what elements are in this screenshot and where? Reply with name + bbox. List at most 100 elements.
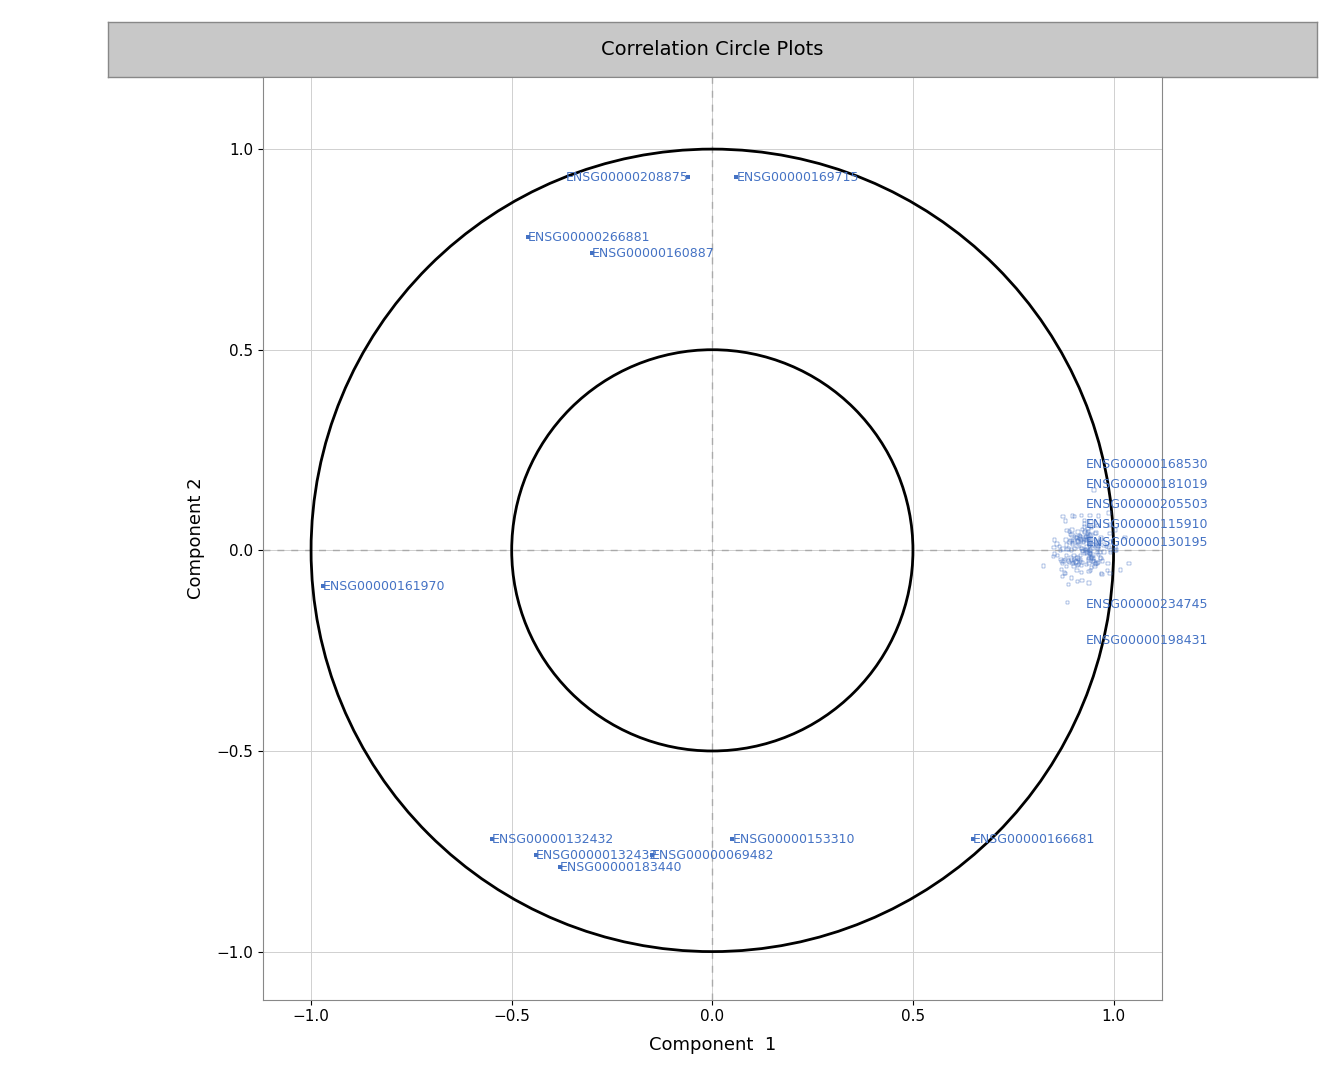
Point	[1052, 555, 1074, 572]
Point	[1091, 567, 1113, 584]
Point	[1056, 521, 1078, 539]
Text: ENSG00000169715: ENSG00000169715	[737, 171, 859, 184]
Text: ENSG00000130195: ENSG00000130195	[1086, 535, 1208, 549]
Point	[1070, 528, 1091, 545]
Point	[1089, 534, 1110, 551]
Point	[1087, 533, 1109, 550]
Point	[1105, 542, 1126, 559]
Point	[526, 847, 547, 864]
Point	[1052, 568, 1074, 585]
Point	[1055, 513, 1077, 530]
Point	[1051, 551, 1073, 569]
Point	[1077, 525, 1098, 542]
Point	[1098, 504, 1120, 521]
Point	[1058, 553, 1079, 570]
Point	[1098, 539, 1120, 556]
Point	[1067, 549, 1089, 567]
Text: ENSG00000161970: ENSG00000161970	[323, 579, 446, 593]
Point	[1043, 548, 1064, 565]
Point	[1064, 507, 1086, 525]
Point	[1079, 533, 1101, 550]
Text: ENSG00000153310: ENSG00000153310	[732, 833, 855, 846]
Point	[1062, 532, 1083, 549]
Point	[1052, 508, 1074, 526]
Point	[1055, 558, 1077, 575]
Point	[1085, 555, 1106, 572]
Point	[1068, 550, 1090, 568]
Point	[1087, 507, 1109, 525]
Point	[1054, 564, 1075, 582]
Point	[1059, 554, 1081, 571]
Point	[1074, 525, 1095, 542]
Text: ENSG00000160887: ENSG00000160887	[591, 247, 715, 260]
Point	[1074, 518, 1095, 535]
Point	[1051, 561, 1073, 578]
Point	[481, 831, 503, 848]
Point	[550, 859, 571, 876]
Point	[1077, 520, 1098, 538]
Point	[1052, 541, 1074, 558]
Text: ENSG00000266881: ENSG00000266881	[528, 231, 650, 244]
Point	[1074, 516, 1095, 533]
Point	[1082, 550, 1103, 568]
Point	[1114, 529, 1136, 546]
Point	[1060, 549, 1082, 567]
Point	[1081, 549, 1102, 567]
Point	[1075, 544, 1097, 561]
Point	[1071, 540, 1093, 557]
Point	[641, 847, 663, 864]
Point	[1093, 536, 1114, 554]
Point	[1085, 525, 1106, 542]
Point	[1105, 521, 1126, 539]
Point	[1056, 541, 1078, 558]
Point	[1055, 565, 1077, 583]
Point	[1054, 553, 1075, 570]
Point	[1059, 524, 1081, 541]
Point	[1067, 557, 1089, 574]
Point	[1091, 553, 1113, 570]
Point	[1051, 553, 1073, 570]
Point	[1062, 535, 1083, 553]
Point	[1048, 538, 1070, 555]
Point	[1087, 535, 1109, 553]
Point	[1067, 532, 1089, 549]
Point	[1070, 547, 1091, 564]
Point	[1063, 558, 1085, 575]
Point	[1071, 554, 1093, 571]
Point	[1062, 527, 1083, 544]
X-axis label: Component  1: Component 1	[649, 1035, 775, 1054]
Point	[1062, 507, 1083, 525]
Point	[1105, 542, 1126, 559]
Point	[1083, 554, 1105, 571]
Point	[677, 169, 699, 186]
Point	[1087, 546, 1109, 563]
Text: ENSG00000181019: ENSG00000181019	[1086, 477, 1208, 490]
Point	[1110, 561, 1132, 578]
Point	[1085, 526, 1106, 543]
Point	[1060, 526, 1082, 543]
Point	[1063, 547, 1085, 564]
Point	[1050, 542, 1071, 559]
Point	[1089, 554, 1110, 571]
Point	[1078, 544, 1099, 561]
Point	[1071, 564, 1093, 582]
Point	[1071, 557, 1093, 574]
Text: ENSG00000132432: ENSG00000132432	[536, 849, 659, 862]
Point	[1060, 532, 1082, 549]
Text: ENSG00000234745: ENSG00000234745	[1086, 598, 1208, 611]
Point	[1058, 541, 1079, 558]
Point	[1073, 533, 1094, 550]
Point	[1044, 545, 1066, 562]
Point	[1081, 562, 1102, 579]
Point	[1056, 547, 1078, 564]
Point	[1081, 549, 1102, 567]
Point	[1043, 539, 1064, 556]
Point	[1063, 551, 1085, 569]
Point	[1079, 542, 1101, 559]
Point	[1078, 544, 1099, 561]
Point	[1081, 514, 1102, 531]
Point	[1086, 540, 1107, 557]
Point	[1077, 539, 1098, 556]
Point	[1079, 527, 1101, 544]
Point	[581, 245, 602, 262]
